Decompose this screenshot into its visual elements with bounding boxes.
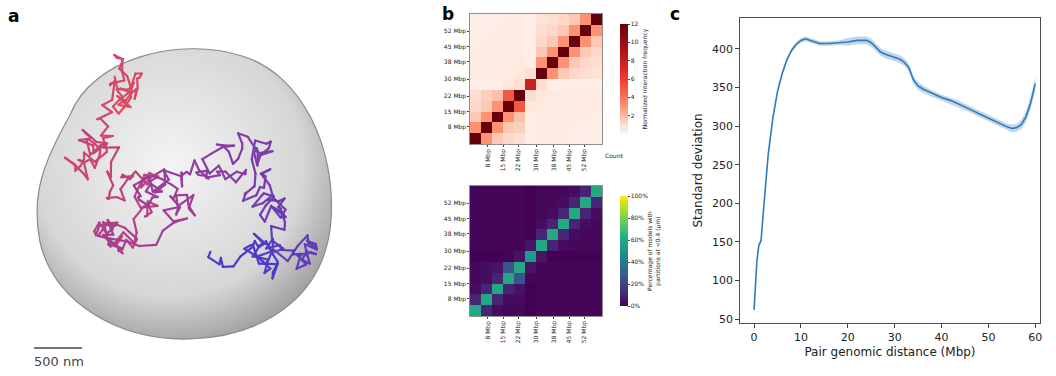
svg-text:80%: 80% [631, 214, 645, 221]
svg-text:52 Mbp: 52 Mbp [444, 27, 467, 35]
svg-text:30: 30 [888, 331, 902, 344]
svg-text:22 Mbp: 22 Mbp [514, 149, 522, 172]
svg-text:50: 50 [981, 331, 995, 344]
svg-text:15 Mbp: 15 Mbp [499, 321, 507, 344]
svg-text:40: 40 [935, 331, 949, 344]
svg-text:45 Mbp: 45 Mbp [565, 149, 573, 172]
svg-text:10: 10 [794, 331, 808, 344]
svg-text:22 Mbp: 22 Mbp [514, 321, 522, 344]
svg-text:38 Mbp: 38 Mbp [550, 149, 558, 172]
svg-text:12: 12 [631, 20, 639, 27]
svg-text:20: 20 [841, 331, 855, 344]
svg-text:22 Mbp: 22 Mbp [444, 264, 467, 272]
svg-text:c: c [670, 4, 680, 24]
svg-text:8: 8 [631, 57, 635, 64]
svg-text:8 Mbp: 8 Mbp [484, 149, 492, 168]
svg-text:Pair genomic distance (Mbp): Pair genomic distance (Mbp) [804, 345, 975, 359]
svg-text:60%: 60% [631, 236, 645, 243]
svg-text:38 Mbp: 38 Mbp [550, 321, 558, 344]
svg-text:38 Mbp: 38 Mbp [444, 230, 467, 238]
svg-text:8 Mbp: 8 Mbp [448, 123, 467, 131]
svg-text:Standard deviation: Standard deviation [691, 113, 705, 227]
svg-text:100: 100 [712, 274, 733, 287]
svg-text:Normalized interaction frequen: Normalized interaction frequency [641, 28, 649, 129]
svg-text:52 Mbp: 52 Mbp [444, 199, 467, 207]
svg-text:300: 300 [712, 120, 733, 133]
svg-text:10: 10 [631, 38, 639, 45]
svg-text:52 Mbp: 52 Mbp [580, 321, 588, 344]
svg-text:45 Mbp: 45 Mbp [565, 321, 573, 344]
svg-text:100%: 100% [631, 192, 648, 199]
svg-text:Count: Count [605, 152, 623, 159]
svg-text:20%: 20% [631, 280, 645, 287]
svg-text:6: 6 [631, 75, 635, 82]
svg-text:350: 350 [712, 81, 733, 94]
svg-text:500 nm: 500 nm [34, 354, 84, 369]
svg-text:200: 200 [712, 197, 733, 210]
svg-text:52 Mbp: 52 Mbp [580, 149, 588, 172]
svg-text:8 Mbp: 8 Mbp [448, 295, 467, 303]
svg-text:0: 0 [751, 331, 758, 344]
svg-text:15 Mbp: 15 Mbp [499, 149, 507, 172]
svg-text:15 Mbp: 15 Mbp [444, 280, 467, 288]
svg-text:0%: 0% [631, 302, 641, 309]
svg-text:45 Mbp: 45 Mbp [444, 43, 467, 51]
svg-text:30 Mbp: 30 Mbp [444, 247, 467, 255]
svg-text:22 Mbp: 22 Mbp [444, 92, 467, 100]
svg-text:60: 60 [1028, 331, 1042, 344]
svg-text:45 Mbp: 45 Mbp [444, 215, 467, 223]
svg-text:8 Mbp: 8 Mbp [484, 321, 492, 340]
svg-text:30 Mbp: 30 Mbp [532, 321, 540, 344]
svg-text:38 Mbp: 38 Mbp [444, 58, 467, 66]
svg-text:b: b [442, 4, 454, 24]
svg-text:50: 50 [719, 313, 733, 326]
svg-text:a: a [8, 6, 19, 26]
svg-text:30 Mbp: 30 Mbp [444, 75, 467, 83]
svg-text:30 Mbp: 30 Mbp [532, 149, 540, 172]
svg-text:250: 250 [712, 159, 733, 172]
svg-text:400: 400 [712, 43, 733, 56]
svg-text:2: 2 [631, 112, 635, 119]
svg-text:15 Mbp: 15 Mbp [444, 108, 467, 116]
svg-text:4: 4 [631, 93, 635, 100]
svg-text:40%: 40% [631, 258, 645, 265]
svg-text:Percentage of models withparti: Percentage of models withpartitions at <… [646, 211, 662, 291]
svg-text:150: 150 [712, 236, 733, 249]
